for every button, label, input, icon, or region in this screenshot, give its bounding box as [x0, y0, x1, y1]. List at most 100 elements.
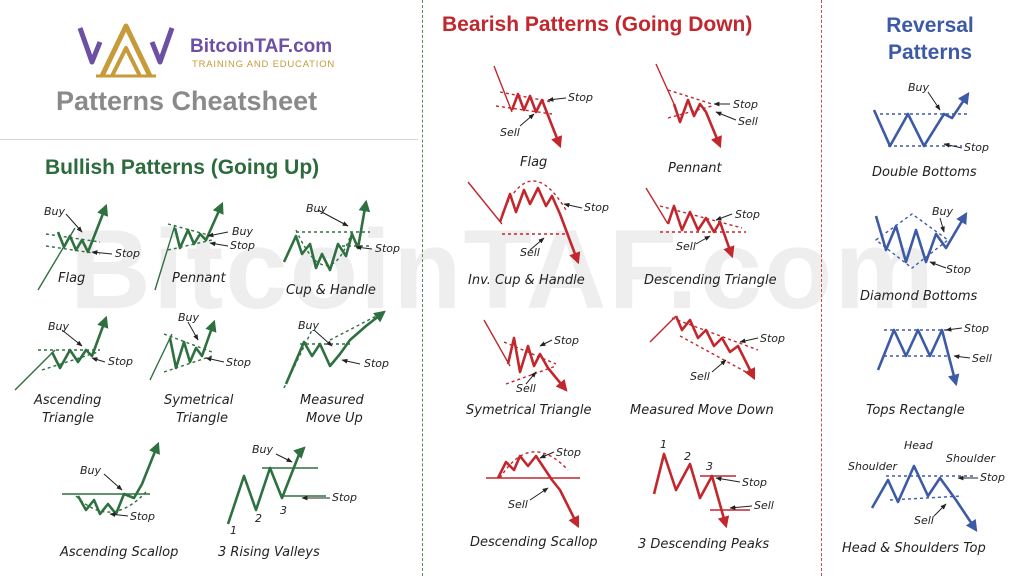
bear-scallop-caption: Descending Scallop — [470, 535, 597, 550]
bull-pennant-caption: Pennant — [172, 271, 227, 286]
bearish-section-title: Bearish Patterns (Going Down) — [442, 13, 753, 36]
column-divider-right — [821, 0, 822, 576]
bull-flag-pattern: Buy Stop Flag — [37, 203, 140, 291]
crown-logo-icon — [77, 23, 175, 78]
bear-peaks-n1: 1 — [660, 438, 667, 451]
bull-cup-stop: Stop — [375, 242, 400, 255]
bear-inv-cup-handle-pattern: Stop Sell Inv. Cup & Handle — [467, 180, 609, 288]
bear-sym-tri-stop: Stop — [554, 334, 579, 347]
bear-inv-cup-sell: Sell — [520, 246, 540, 259]
bull-cup-caption: Cup & Handle — [286, 283, 376, 298]
bull-asc-tri-caption-1: Ascending — [33, 393, 101, 408]
bear-sym-tri-caption: Symetrical Triangle — [466, 403, 591, 418]
bear-descending-triangle-pattern: Stop Sell Descending Triangle — [644, 187, 777, 288]
bull-cup-buy: Buy — [306, 202, 328, 215]
bear-mmd-stop: Stop — [760, 332, 785, 345]
bull-valleys-caption: 3 Rising Valleys — [218, 545, 320, 560]
bull-valleys-stop: Stop — [332, 491, 357, 504]
bull-asc-tri-caption-2: Triangle — [42, 411, 94, 426]
rev-hs-stop: Stop — [980, 471, 1005, 484]
bear-flag-caption: Flag — [520, 155, 547, 170]
bear-inv-cup-stop: Stop — [584, 201, 609, 214]
bull-sym-tri-stop: Stop — [226, 356, 251, 369]
bull-ascending-triangle-pattern: Buy Stop Ascending Triangle — [14, 315, 133, 426]
bull-sym-tri-caption-1: Symetrical — [164, 393, 234, 408]
bear-sym-tri-sell: Sell — [516, 382, 536, 395]
bull-rising-valleys-pattern: Buy Stop 1 2 3 3 Rising Valleys — [218, 443, 357, 560]
bear-mmd-sell: Sell — [690, 370, 710, 383]
bull-flag-caption: Flag — [58, 271, 85, 286]
rev-hs-caption: Head & Shoulders Top — [842, 541, 986, 556]
rev-dbl-caption: Double Bottoms — [872, 165, 977, 180]
rev-head-shoulders-pattern: Head Shoulder Shoulder Stop Sell Head & … — [842, 439, 1005, 556]
page-title: Patterns Cheatsheet — [56, 86, 318, 116]
bear-symmetrical-triangle-pattern: Stop Sell Symetrical Triangle — [466, 319, 591, 418]
rev-rect-caption: Tops Rectangle — [866, 403, 965, 418]
bull-pennant-pattern: Buy Stop Pennant — [154, 201, 255, 291]
bear-peaks-stop: Stop — [742, 476, 767, 489]
bear-measured-move-down-pattern: Stop Sell Measured Move Down — [630, 315, 785, 418]
rev-rect-stop: Stop — [964, 322, 989, 335]
bear-scallop-stop: Stop — [556, 446, 581, 459]
bull-mmu-caption-1: Measured — [300, 393, 365, 408]
bullish-section-title: Bullish Patterns (Going Up) — [45, 156, 320, 179]
bull-cup-handle-pattern: Buy Stop Cup & Handle — [282, 199, 400, 298]
bear-desc-tri-caption: Descending Triangle — [644, 273, 777, 288]
rev-hs-shoulder-right: Shoulder — [946, 452, 996, 465]
reversal-section-title: Reversal Patterns — [886, 14, 974, 64]
bear-pennant-sell: Sell — [738, 115, 758, 128]
bear-mmd-caption: Measured Move Down — [630, 403, 774, 418]
bear-peaks-n3: 3 — [706, 460, 713, 473]
rev-dbl-stop: Stop — [964, 141, 989, 154]
bull-mmu-caption-2: Move Up — [306, 411, 363, 426]
rev-diamond-caption: Diamond Bottoms — [860, 289, 978, 304]
header-divider — [0, 139, 418, 140]
bear-pennant-caption: Pennant — [668, 161, 723, 176]
bull-pennant-stop: Stop — [230, 239, 255, 252]
rev-diamond-stop: Stop — [946, 263, 971, 276]
bull-pennant-buy: Buy — [232, 225, 254, 238]
rev-diamond-bottoms-pattern: Buy Stop Diamond Bottoms — [860, 205, 978, 304]
rev-tops-rectangle-pattern: Stop Sell Tops Rectangle — [866, 322, 992, 418]
bear-descending-scallop-pattern: Stop Sell Descending Scallop — [470, 446, 597, 550]
bull-sym-tri-buy: Buy — [178, 311, 200, 324]
bull-valleys-n1: 1 — [230, 524, 237, 537]
bear-peaks-sell: Sell — [754, 499, 774, 512]
rev-double-bottoms-pattern: Buy Stop Double Bottoms — [872, 81, 989, 180]
bull-flag-stop: Stop — [115, 247, 140, 260]
brand-name: BitcoinTAF.com — [190, 36, 333, 57]
rev-hs-head: Head — [904, 439, 934, 452]
rev-rect-sell: Sell — [972, 352, 992, 365]
column-divider-left — [422, 0, 423, 576]
bull-sym-tri-caption-2: Triangle — [176, 411, 228, 426]
bull-symmetrical-triangle-pattern: Buy Stop Symetrical Triangle — [149, 311, 251, 426]
rev-dbl-buy: Buy — [908, 81, 930, 94]
bear-descending-peaks-pattern: Stop Sell 1 2 3 3 Descending Peaks — [638, 438, 774, 552]
bear-inv-cup-caption: Inv. Cup & Handle — [468, 273, 585, 288]
bull-valleys-buy: Buy — [252, 443, 274, 456]
bear-pennant-pattern: Stop Sell Pennant — [655, 63, 758, 176]
bull-measured-move-up-pattern: Buy Stop Measured Move Up — [283, 310, 389, 426]
bear-desc-tri-stop: Stop — [735, 208, 760, 221]
bull-valleys-n2: 2 — [255, 512, 262, 525]
bear-peaks-caption: 3 Descending Peaks — [638, 537, 769, 552]
rev-diamond-buy: Buy — [932, 205, 954, 218]
bull-scallop-caption: Ascending Scallop — [59, 545, 178, 560]
bull-scallop-stop: Stop — [130, 510, 155, 523]
bear-desc-tri-sell: Sell — [676, 240, 696, 253]
rev-hs-sell: Sell — [914, 514, 934, 527]
bull-mmu-buy: Buy — [298, 319, 320, 332]
bear-flag-stop: Stop — [568, 91, 593, 104]
bull-asc-tri-stop: Stop — [108, 355, 133, 368]
bear-flag-pattern: Stop Sell Flag — [493, 65, 593, 170]
bear-flag-sell: Sell — [500, 126, 520, 139]
rev-hs-shoulder-left: Shoulder — [848, 460, 898, 473]
bull-asc-tri-buy: Buy — [48, 320, 70, 333]
bear-peaks-n2: 2 — [684, 450, 691, 463]
bear-pennant-stop: Stop — [733, 98, 758, 111]
bull-valleys-n3: 3 — [280, 504, 287, 517]
brand-tagline: TRAINING AND EDUCATION — [192, 59, 336, 70]
bull-scallop-buy: Buy — [80, 464, 102, 477]
bull-ascending-scallop-pattern: Buy Stop Ascending Scallop — [59, 441, 178, 560]
